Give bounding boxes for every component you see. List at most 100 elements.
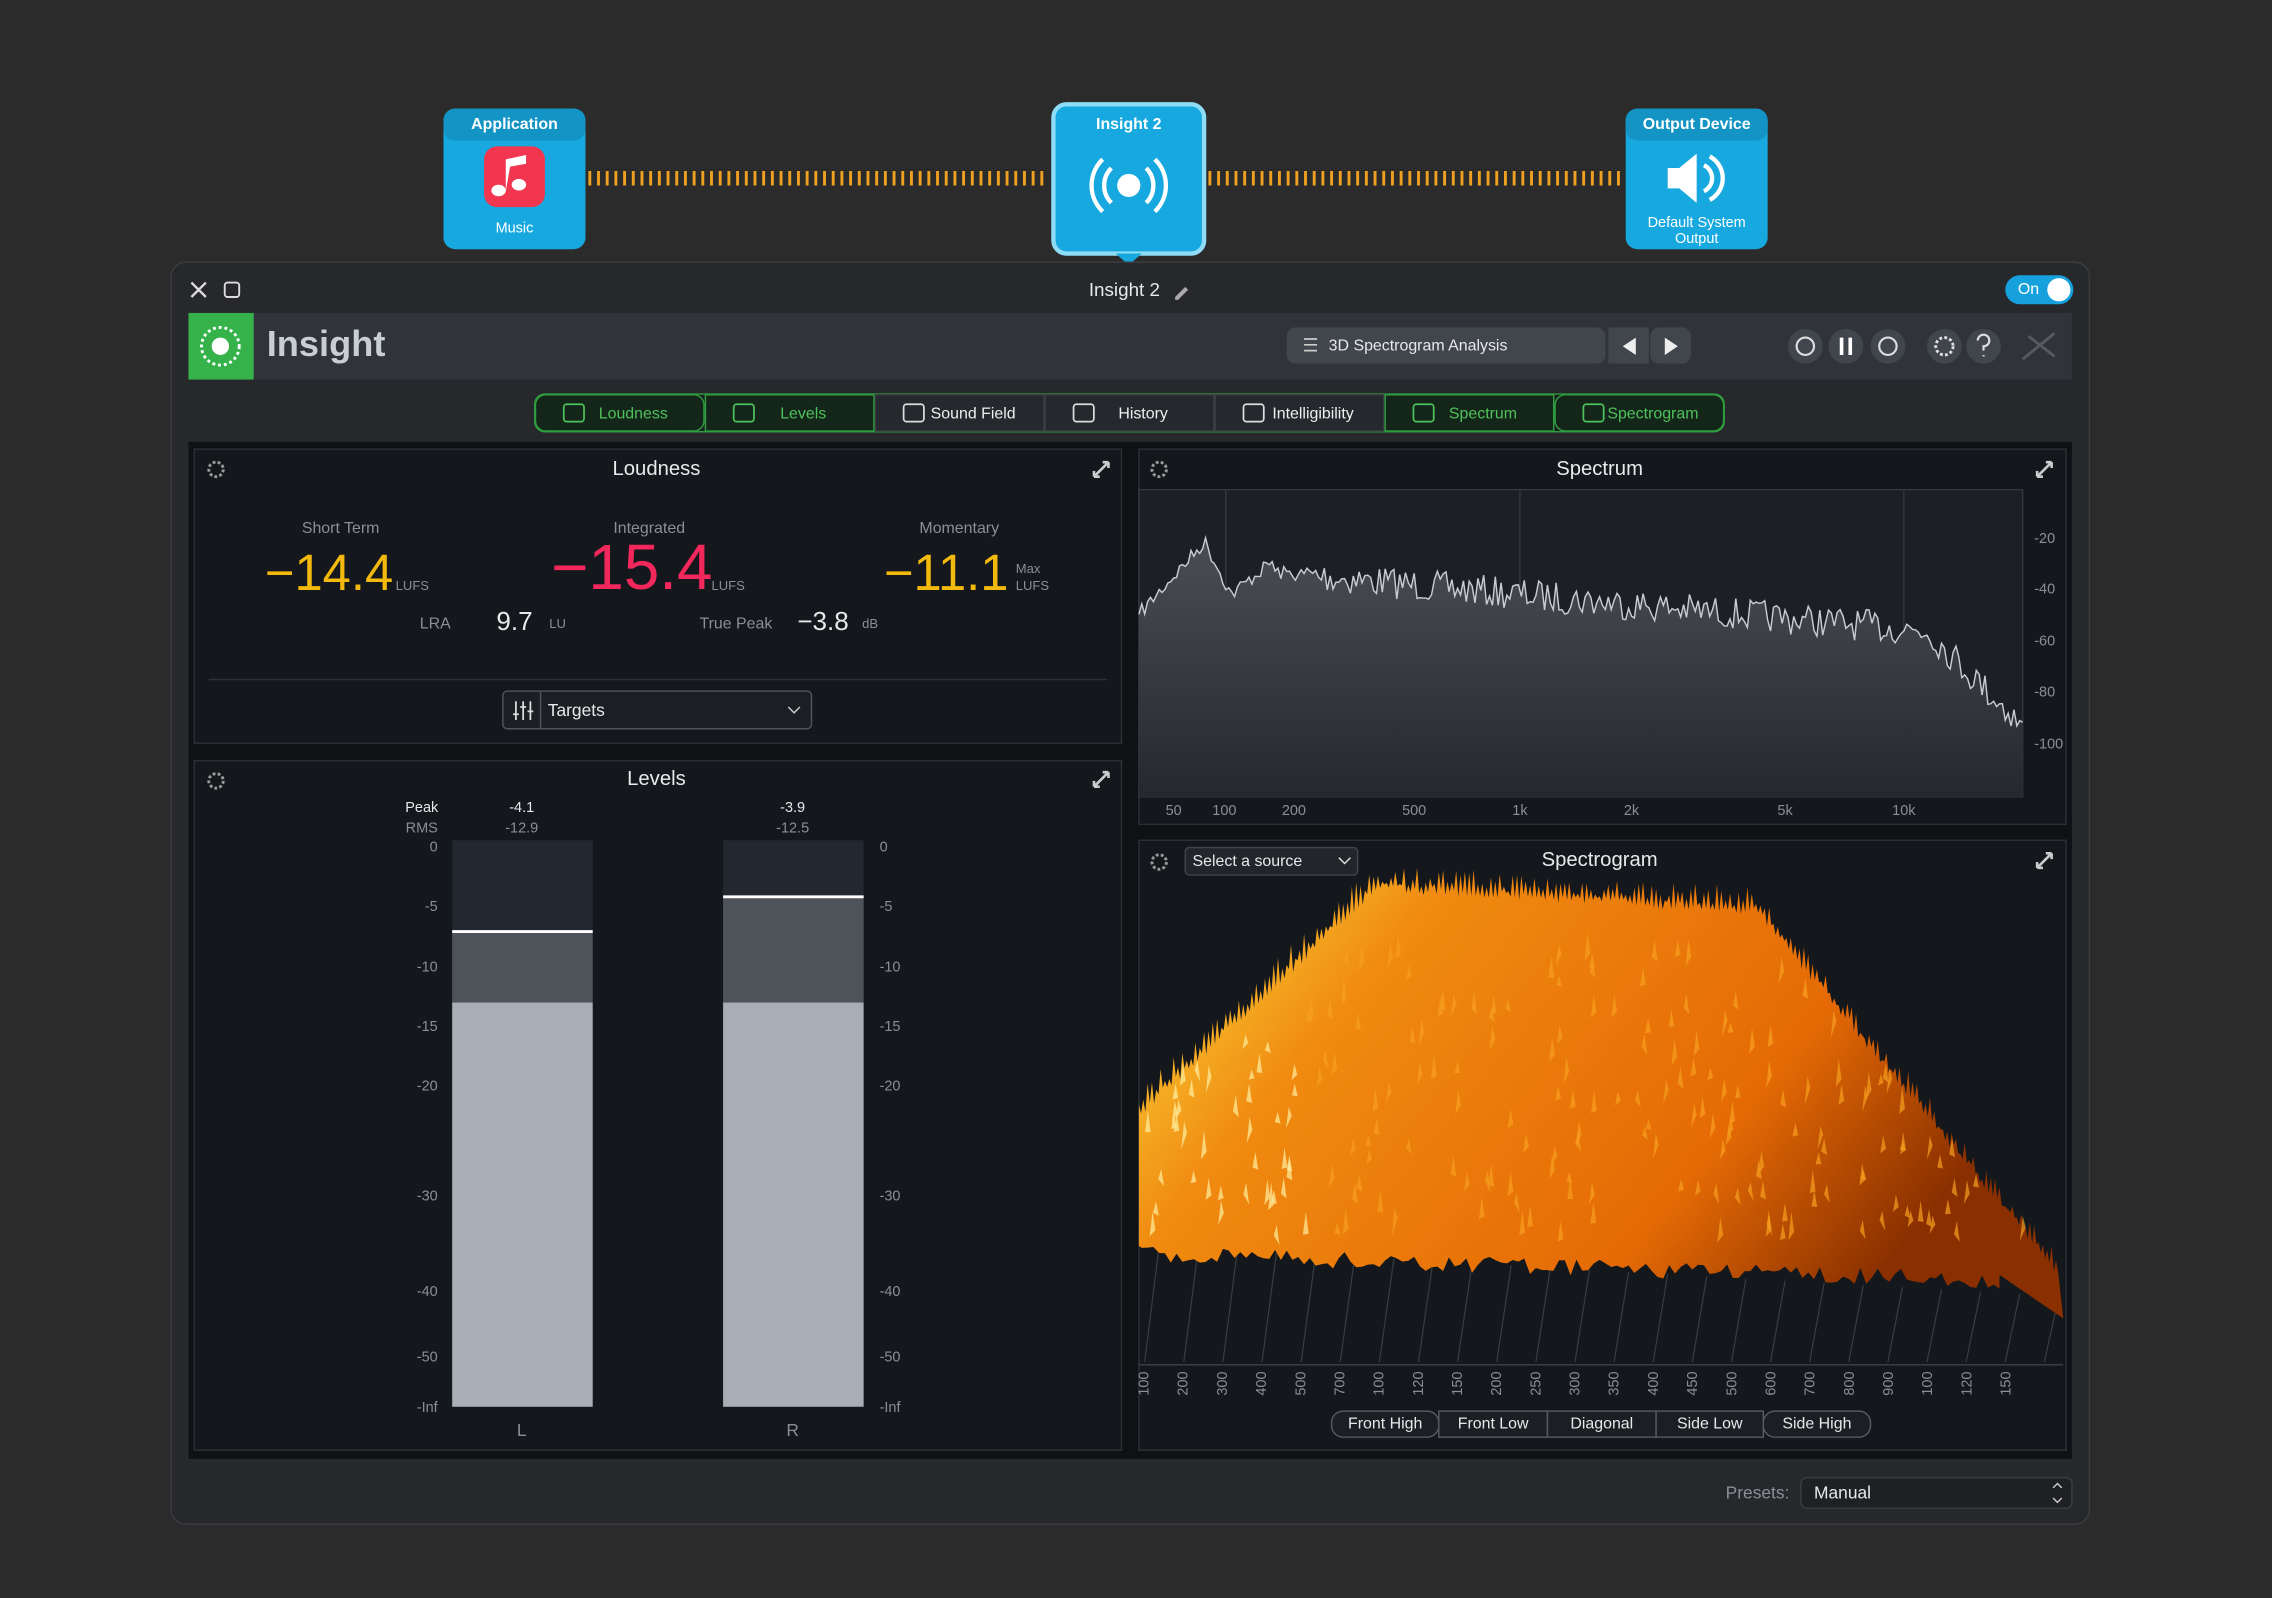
depth-line [1848,1284,1864,1362]
surface-spike [1678,1178,1684,1192]
toolbar-button[interactable] [1870,328,1906,364]
surface-spike [1566,1172,1573,1184]
surface-spike [1242,1034,1249,1049]
toolbar-button[interactable] [1787,328,1823,364]
panel-settings[interactable] [1150,853,1168,871]
detach-button[interactable] [223,281,241,298]
scale-label: -10 [880,960,901,976]
tab-label: Intelligibility [1272,406,1353,423]
toolbar-button[interactable] [1828,328,1864,364]
panel-title: Spectrogram [1542,849,1658,871]
surface-spike [1548,956,1555,978]
rms-segment [452,1002,593,1407]
spectrogram-surface [1138,867,2064,1319]
scale-label: -50 [880,1349,901,1365]
axis-label: 500 [1293,1372,1309,1396]
surface-spike [1860,1169,1867,1181]
view-button[interactable] [1546,1410,1657,1438]
scale-label: -15 [417,1019,438,1035]
scale-label: -5 [880,899,893,915]
surface-spike [1611,994,1618,1018]
momentary-value: −11.1 [884,544,1009,601]
surface-spike [1830,1009,1837,1039]
targets-dropdown[interactable] [502,690,813,730]
plugin-header [188,312,2072,380]
surface-spike [1327,998,1334,1020]
surface-spike [1693,1030,1700,1057]
tab-label: Levels [780,406,826,423]
y-label: -40 [2034,581,2055,597]
surface-spike [1188,1078,1195,1098]
view-button[interactable] [1762,1410,1872,1438]
surface-spike [1153,1201,1159,1216]
toolbar-button[interactable] [1927,328,1962,364]
view-button[interactable] [1655,1410,1765,1438]
surface-spike [1929,1215,1936,1234]
surface-spike [1685,939,1692,967]
depth-line [1535,1267,1551,1362]
surface-spike [1555,1085,1561,1101]
rms-segment [723,1002,864,1407]
surface-spike [1430,1053,1437,1079]
surface-spike [1205,1177,1212,1200]
view-button[interactable] [1438,1410,1549,1438]
scale-label: -5 [425,899,438,915]
app-name: Insight [267,323,386,364]
axis-label: 300 [1215,1372,1231,1396]
surface-spike [1907,1210,1914,1228]
preset-selector[interactable] [1286,327,1606,364]
expand-button[interactable] [2035,460,2053,478]
toggle-label: On [2018,281,2039,298]
link-icon[interactable] [2021,332,2056,361]
surface-spike [1641,1034,1648,1056]
view-label: Diagonal [1570,1415,1633,1432]
axis-label: 500 [1724,1372,1740,1396]
surface-spike [1590,994,1597,1018]
surface-spike [1937,1154,1943,1169]
tab-icon [902,403,925,423]
surface-spike [1557,1221,1564,1242]
panel-settings[interactable] [1150,460,1168,479]
surface-spike [1900,1131,1907,1155]
rename-icon[interactable] [1175,286,1189,300]
close-button[interactable] [190,281,207,298]
surface-spike [1418,1018,1425,1048]
axis-label: 600 [1763,1371,1779,1395]
surface-spike [1280,1177,1287,1199]
presets-label: Presets: [1726,1482,1790,1502]
unit: dB [862,616,878,631]
surface-spike [1683,993,1690,1015]
surface-spike [1792,1122,1799,1137]
surface-spike [1549,1153,1555,1180]
scale-label: -20 [417,1078,438,1094]
surface-spike [1291,1063,1298,1081]
presets-dropdown[interactable] [1800,1477,2073,1509]
expand-button[interactable] [1092,770,1110,788]
panel-settings[interactable] [207,772,225,790]
scale-label: -10 [417,960,438,976]
x-label: 200 [1282,803,1306,819]
surface-spike [1760,1181,1766,1200]
depth-line [1926,1289,1943,1362]
expand-button[interactable] [1092,460,1110,478]
surface-spike [1755,1158,1762,1180]
surface-spike [1668,1009,1675,1028]
pause-icon [1839,337,1853,355]
source-dropdown[interactable] [1184,846,1359,876]
panel-title: Levels [627,768,686,790]
surface-spike [1256,1053,1263,1073]
surface-spike [1859,1162,1866,1186]
axis-label: 300 [1568,1372,1584,1396]
surface-spike [1645,1018,1651,1034]
panel-settings[interactable] [207,460,225,479]
expand-button[interactable] [2035,852,2053,870]
surface-spike [1556,975,1563,987]
node-label: Default System [1648,215,1746,231]
surface-spike [1316,1065,1323,1087]
surface-spike [1377,1190,1384,1213]
peak-value: -3.9 [780,800,805,816]
surface-spike [1949,1138,1955,1158]
surface-spike [1171,1101,1178,1124]
axis-label: 200 [1176,1371,1192,1395]
scale-label: -20 [880,1078,901,1094]
